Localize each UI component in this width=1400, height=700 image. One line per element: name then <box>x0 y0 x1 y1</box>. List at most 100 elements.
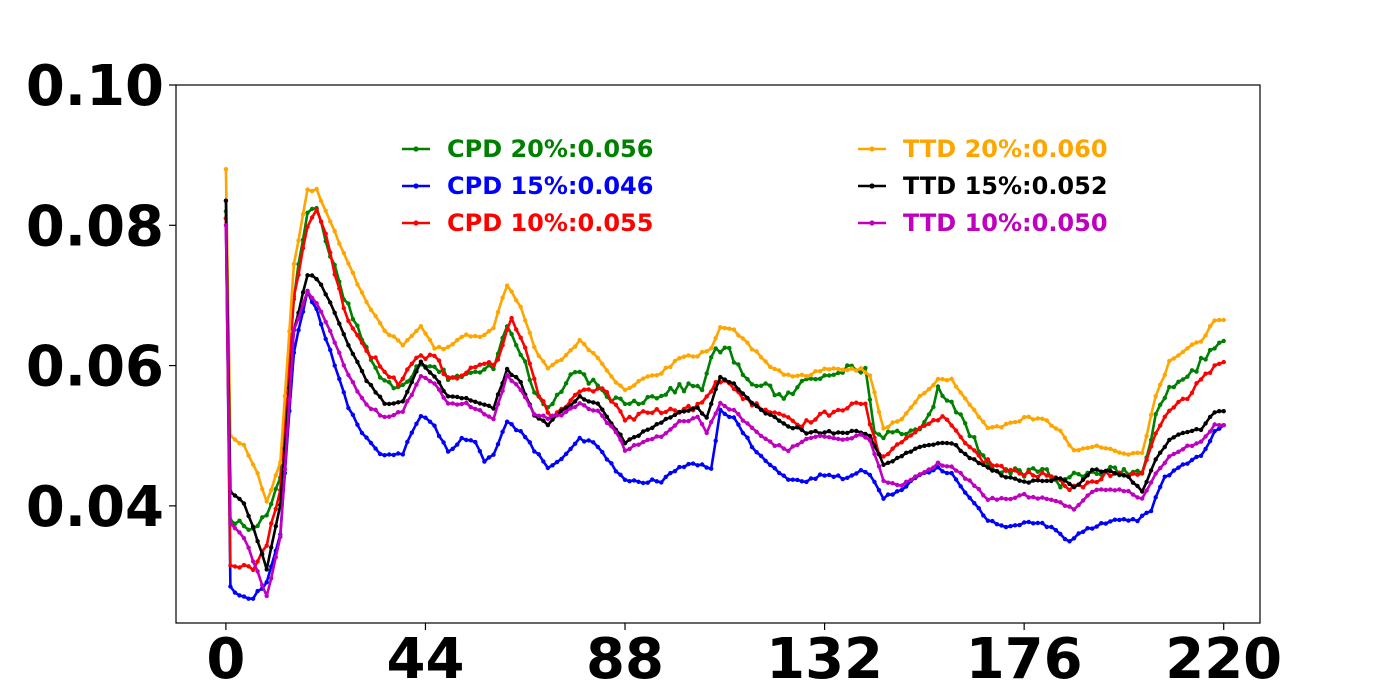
y-tick-label: 0.04 <box>26 475 164 540</box>
data-point <box>382 453 387 458</box>
data-point <box>436 380 442 385</box>
data-point <box>1044 473 1050 478</box>
data-point <box>1130 480 1136 485</box>
data-point <box>382 401 387 406</box>
data-point <box>1080 498 1086 503</box>
data-point <box>554 459 560 465</box>
data-point <box>650 477 655 482</box>
data-point <box>808 435 814 441</box>
data-point <box>532 376 537 381</box>
data-point <box>994 463 1000 468</box>
data-point <box>550 413 555 418</box>
data-point <box>273 486 278 492</box>
data-point <box>1112 517 1118 522</box>
data-point <box>863 435 868 440</box>
data-point <box>405 398 410 404</box>
data-point <box>550 362 555 368</box>
data-point <box>1130 517 1136 522</box>
data-point <box>1117 517 1122 523</box>
data-point <box>582 397 587 402</box>
data-point <box>949 423 954 428</box>
data-point <box>1094 487 1099 492</box>
data-point <box>781 372 786 377</box>
data-point <box>659 393 664 399</box>
data-point <box>845 430 850 436</box>
data-point <box>387 380 392 385</box>
data-point <box>631 398 637 403</box>
data-point <box>1035 496 1041 501</box>
data-point <box>976 506 981 511</box>
data-point <box>591 377 596 382</box>
data-point <box>232 521 238 526</box>
data-point <box>790 418 795 423</box>
y-tick-label: 0.06 <box>26 335 164 400</box>
data-point <box>858 432 864 437</box>
data-point <box>1135 468 1140 473</box>
data-point <box>273 554 278 560</box>
data-point <box>858 370 864 375</box>
data-point <box>572 370 578 375</box>
data-point <box>790 426 795 431</box>
data-point <box>241 523 247 529</box>
data-point <box>618 396 623 401</box>
data-point <box>772 414 777 420</box>
data-point <box>786 390 791 395</box>
data-point <box>1139 450 1145 456</box>
data-point <box>663 409 668 415</box>
data-point <box>400 409 405 414</box>
data-point <box>1026 480 1031 485</box>
series-2 <box>223 216 1226 601</box>
data-point <box>981 453 986 458</box>
data-point <box>1121 467 1127 472</box>
data-point <box>858 401 864 407</box>
data-point <box>881 454 886 459</box>
data-point <box>976 460 981 466</box>
data-point <box>409 379 414 385</box>
data-point <box>436 433 442 439</box>
legend-label: CPD 20%:0.056 <box>447 135 653 163</box>
data-point <box>863 365 868 371</box>
data-point <box>1198 439 1204 444</box>
data-point <box>541 399 546 404</box>
data-point <box>659 410 664 416</box>
data-point <box>613 430 619 435</box>
data-point <box>1017 493 1022 498</box>
data-point <box>740 430 746 436</box>
data-point <box>663 365 668 370</box>
data-point <box>1171 356 1177 361</box>
data-point <box>622 401 628 407</box>
data-point <box>718 325 723 330</box>
data-point <box>1035 474 1041 480</box>
data-point <box>826 367 832 372</box>
data-point <box>309 188 315 194</box>
data-point <box>423 356 428 361</box>
x-tick-label: 220 <box>1165 627 1282 692</box>
data-point <box>241 562 247 568</box>
data-point <box>899 483 904 488</box>
data-point <box>849 436 854 441</box>
data-point <box>1040 416 1045 421</box>
data-point <box>985 465 991 470</box>
data-point <box>1058 531 1063 537</box>
data-point <box>1076 531 1081 536</box>
data-point <box>1203 446 1208 452</box>
data-point <box>296 316 301 321</box>
data-point <box>232 526 238 531</box>
data-point <box>1198 427 1204 433</box>
data-point <box>713 438 718 443</box>
data-point <box>1212 346 1217 351</box>
data-point <box>255 588 260 594</box>
data-point <box>799 427 805 433</box>
data-point <box>373 446 378 451</box>
data-point <box>477 334 483 340</box>
data-point <box>1103 446 1109 451</box>
data-point <box>396 451 401 456</box>
data-point <box>1207 429 1213 434</box>
data-point <box>904 450 909 455</box>
data-point <box>477 401 483 406</box>
data-point <box>885 429 891 434</box>
data-point <box>450 394 455 399</box>
data-point <box>890 492 895 497</box>
data-point <box>799 439 805 445</box>
data-point <box>282 467 288 472</box>
